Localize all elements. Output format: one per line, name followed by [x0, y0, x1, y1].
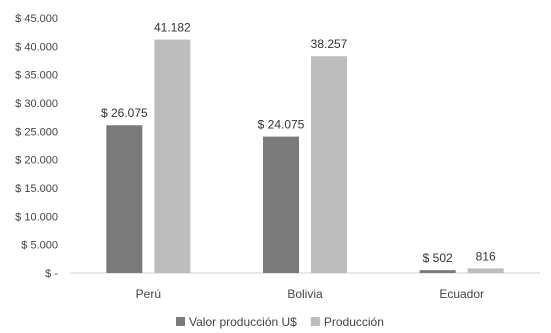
- x-tick-label: Ecuador: [439, 287, 484, 301]
- y-tick-label: $ 20.000: [15, 155, 58, 167]
- y-axis: $ - $ 5.000 $ 10.000 $ 15.000 $ 20.000 $ 25.0…: [15, 13, 58, 280]
- legend: Valor producción U$ Producción: [176, 315, 384, 329]
- bar-valor: [420, 270, 456, 273]
- y-tick-label: $ 10.000: [15, 211, 58, 223]
- data-label: $ 502: [423, 251, 453, 265]
- data-label: $ 26.075: [101, 106, 148, 120]
- y-tick-label: $ 15.000: [15, 183, 58, 195]
- y-tick-label: $ 25.000: [15, 126, 58, 138]
- legend-label: Valor producción U$: [189, 315, 297, 329]
- data-label: 41.182: [154, 21, 191, 35]
- y-tick-label: $ 5.000: [21, 240, 58, 252]
- x-tick-label: Perú: [136, 287, 161, 301]
- x-tick-label: Bolivia: [287, 287, 323, 301]
- legend-swatch: [176, 317, 185, 326]
- bar-produccion: [154, 40, 190, 273]
- legend-swatch: [311, 317, 320, 326]
- y-tick-label: $ -: [45, 268, 58, 280]
- y-tick-label: $ 35.000: [15, 70, 58, 82]
- y-tick-label: $ 40.000: [15, 41, 58, 53]
- bar-produccion: [468, 268, 504, 273]
- y-tick-label: $ 45.000: [15, 13, 58, 25]
- y-tick-label: $ 30.000: [15, 98, 58, 110]
- data-label: 816: [476, 249, 496, 263]
- bar-valor: [263, 137, 299, 273]
- x-axis: Perú Bolivia Ecuador: [136, 287, 484, 301]
- bar-valor: [106, 125, 142, 273]
- bars: $ 26.075 41.182 $ 24.075 38.257 $ 502 816: [101, 21, 504, 273]
- legend-label: Producción: [324, 315, 384, 329]
- data-label: 38.257: [311, 37, 348, 51]
- bar-produccion: [311, 56, 347, 273]
- data-label: $ 24.075: [258, 118, 305, 132]
